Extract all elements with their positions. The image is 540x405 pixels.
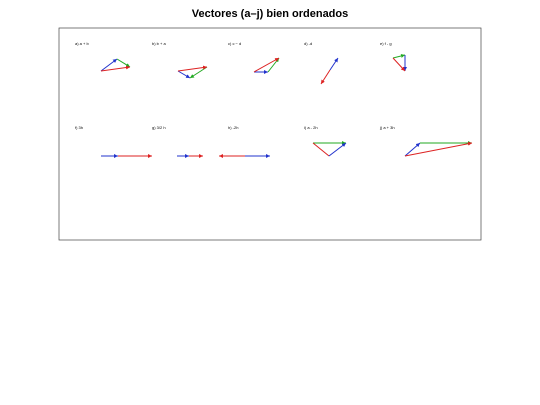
panel-label: i) a - 2h — [304, 125, 318, 130]
arrow — [253, 57, 280, 73]
frame — [58, 27, 482, 241]
labels: a) a + b b) b + a c) c − d d) -d e) f - … — [75, 41, 395, 130]
arrow — [100, 65, 131, 72]
title: Vectores (a–j) bien ordenados — [192, 8, 349, 20]
arrow — [177, 70, 191, 79]
arrow — [320, 69, 331, 85]
arrow — [100, 58, 118, 72]
panel-label: c) c − d — [228, 41, 241, 46]
panel-label: h) -2h — [228, 125, 238, 130]
panel-label: j) a + 3h — [379, 125, 395, 130]
arrow — [392, 57, 406, 72]
panel-label: b) b + a — [152, 41, 166, 46]
vectors — [100, 54, 473, 158]
arrow — [177, 65, 208, 72]
arrow — [328, 142, 347, 157]
panel-label: d) -d — [304, 41, 312, 46]
arrow — [392, 54, 406, 59]
panel-label: a) a + b — [75, 41, 89, 46]
arrow — [329, 57, 339, 71]
panel-label: e) f - g — [380, 41, 392, 46]
arrow — [404, 141, 473, 157]
arrow — [267, 57, 280, 73]
panel-label: f) 3h — [75, 125, 83, 130]
arrow — [116, 58, 131, 68]
panel-label: g) 3/2 h — [152, 125, 166, 130]
arrow — [312, 142, 330, 157]
arrow — [404, 142, 421, 157]
